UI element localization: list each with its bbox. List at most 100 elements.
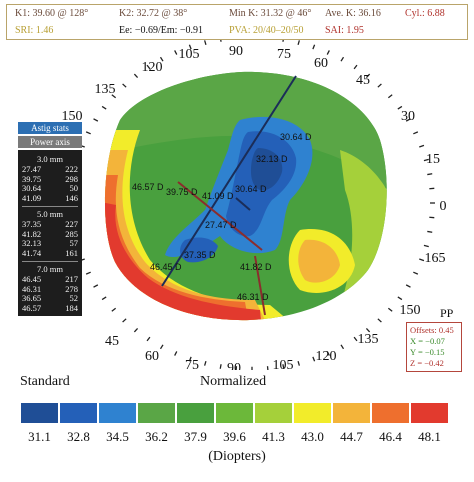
dial-tick	[427, 173, 433, 176]
dial-tick	[220, 40, 222, 42]
stats-power: 46.57	[22, 302, 42, 313]
dial-tick	[133, 73, 139, 78]
degree-label: 75	[277, 47, 291, 62]
scale-tick-label: 36.2	[145, 429, 168, 444]
dial-tick	[204, 40, 207, 46]
dial-tick	[413, 131, 419, 135]
stats-power: 32.13	[22, 238, 42, 248]
dial-tick	[85, 271, 91, 275]
astig-stats-panel: Astig stats Power axis 3.0 mm 27.47 222 39.…	[18, 122, 82, 316]
degree-label: 30	[401, 109, 415, 124]
map-reading: 41.09 D	[202, 191, 234, 201]
offset-y: Y = −0.15	[410, 347, 445, 357]
map-reading: 41.82 D	[240, 262, 272, 272]
dial-tick	[405, 284, 411, 288]
stats-row: 39.75 298	[22, 173, 78, 185]
min-k-value: Min K: 31.32 @ 46°	[229, 8, 312, 19]
stats-axis: 217	[65, 274, 78, 284]
stats-axis: 285	[65, 228, 78, 239]
map-reading: 46.31 D	[237, 292, 269, 302]
map-reading: 27.47 D	[205, 220, 237, 230]
dial-tick	[93, 118, 99, 122]
stats-table: 3.0 mm 27.47 222 39.75 298 30.64 50 41.09 146 5.0…	[18, 150, 82, 316]
stats-power: 27.47	[22, 164, 42, 174]
degree-label: 45	[105, 334, 119, 349]
stats-power: 41.74	[22, 247, 42, 258]
dial-tick	[204, 360, 207, 366]
degree-label: 120	[142, 60, 163, 75]
stats-group-title: 7.0 mm	[37, 264, 63, 274]
stats-power: 41.09	[22, 192, 42, 203]
dial-tick	[188, 356, 192, 362]
dial-tick	[312, 356, 316, 362]
scale-tick-label: 41.3	[262, 429, 285, 444]
stats-row: 46.45 217	[22, 274, 78, 285]
dial-tick	[419, 144, 425, 148]
degree-label: 165	[425, 251, 446, 266]
map-readings: 30.64 D 32.13 D 39.75 D 27.47 D 30.64 D …	[132, 132, 312, 302]
dial-tick	[174, 351, 178, 356]
dial-ticks	[69, 40, 435, 370]
standard-label: Standard	[20, 374, 70, 389]
stats-axis: 50	[69, 183, 79, 193]
scale-tick-label: 46.4	[379, 429, 402, 444]
color-swatch	[293, 402, 332, 424]
stats-axis: 146	[65, 192, 78, 203]
dial-tick	[326, 351, 330, 356]
normalized-label: Normalized	[200, 374, 267, 389]
map-reading: 46.45 D	[150, 262, 182, 272]
dial-tick	[340, 56, 345, 62]
offset-x: X = −0.07	[410, 336, 445, 346]
dial-tick	[423, 158, 429, 162]
axis-markers	[161, 75, 297, 316]
stats-axis: 222	[65, 164, 78, 174]
map-reading: 39.75 D	[166, 187, 198, 197]
degree-label: 15	[426, 152, 440, 167]
dial-tick	[122, 83, 127, 88]
stats-power: 37.35	[22, 219, 42, 229]
stats-row: 46.57 184	[22, 302, 78, 314]
stats-row: 27.47 222	[22, 164, 78, 175]
stats-row: 37.35 227	[22, 219, 78, 230]
color-swatch	[410, 402, 449, 424]
dial-tick	[405, 118, 411, 122]
map-reading: 32.13 D	[256, 154, 288, 164]
offset-z: Z = −0.42	[410, 358, 444, 368]
dial-tick	[159, 344, 164, 350]
degree-label: 60	[314, 56, 328, 71]
stats-power: 41.82	[22, 228, 42, 239]
color-swatch	[371, 402, 410, 424]
dial-tick	[122, 318, 127, 323]
pva-value: PVA: 20/40–20/50	[229, 25, 304, 36]
degree-label: 135	[95, 82, 116, 97]
color-swatch	[59, 402, 98, 424]
dial-tick	[312, 44, 316, 50]
stats-row: 46.31 278	[22, 284, 78, 295]
stats-power: 46.45	[22, 274, 42, 284]
axis-degree-labels: 0 15 30 45 60 75 90 105 120 135 150 165 …	[62, 44, 447, 370]
color-swatch	[98, 402, 137, 424]
dial-tick	[282, 364, 285, 369]
stats-axis: 161	[65, 247, 78, 258]
scale-tick-label: 32.8	[67, 429, 90, 444]
dial-tick	[377, 318, 382, 323]
map-reading: 46.57 D	[132, 182, 164, 192]
dial-tick	[101, 296, 107, 301]
stats-axis: 298	[65, 173, 78, 184]
dial-tick	[159, 56, 164, 62]
stats-axis: 57	[69, 238, 79, 248]
scale-tick-label: 44.7	[340, 429, 363, 444]
dial-tick	[413, 271, 419, 275]
dial-tick	[93, 284, 99, 288]
dial-tick	[146, 64, 151, 70]
dial-tick	[387, 94, 393, 99]
offsets-box: Offsets: 0.45 X = −0.07 Y = −0.15 Z = −0…	[406, 322, 462, 372]
dial-tick	[188, 44, 192, 50]
dial-tick	[174, 50, 178, 55]
sri-value: SRI: 1.46	[15, 25, 54, 36]
degree-label: 45	[356, 73, 370, 88]
scale-tick-label: 37.9	[184, 429, 207, 444]
dial-tick	[85, 131, 91, 135]
stats-row: 36.65 52	[22, 293, 78, 304]
stats-power: 39.75	[22, 173, 42, 184]
